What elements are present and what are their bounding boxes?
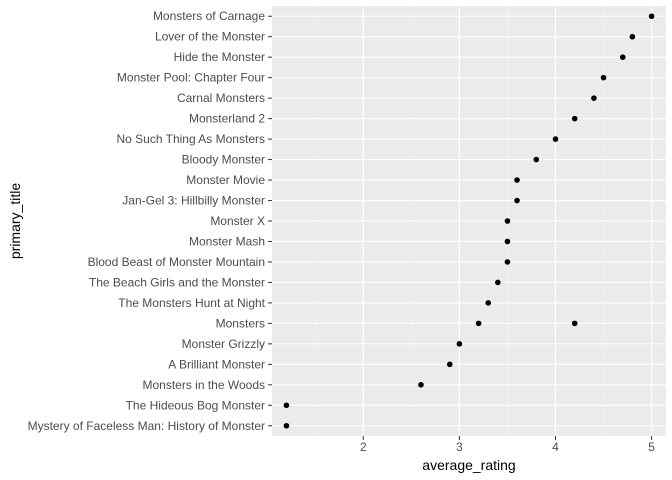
y-tick-label: Blood Beast of Monster Mountain [88, 255, 265, 269]
x-axis: 2 3 4 5 [360, 436, 655, 454]
x-axis-title: average_rating [422, 457, 515, 473]
y-tick-label: Monster Mash [189, 234, 265, 248]
data-point [504, 259, 511, 265]
data-point [591, 95, 597, 101]
y-tick-label: Monsters of Carnage [153, 9, 265, 23]
y-tick-label: Carnal Monsters [177, 91, 265, 105]
y-tick-label: Monster Grizzly [182, 337, 265, 351]
data-point [456, 341, 463, 347]
data-point [504, 238, 511, 245]
data-point [571, 115, 578, 122]
y-axis-title: primary_title [7, 183, 23, 259]
y-tick-label: A Brilliant Monster [168, 357, 265, 371]
y-tick-label: Hide the Monster [174, 50, 265, 64]
data-point [552, 136, 559, 142]
data-point [418, 382, 424, 388]
y-tick-label: Monsterland 2 [189, 112, 265, 126]
y-tick-label: Monsters [216, 316, 265, 330]
data-point [629, 33, 636, 40]
y-tick-label: Bloody Monster [182, 153, 265, 167]
y-tick-label: The Monsters Hunt at Night [118, 296, 265, 310]
y-tick-label: No Such Thing As Monsters [116, 132, 265, 146]
data-point [504, 218, 511, 224]
data-point [533, 156, 540, 163]
x-tick-label: 4 [552, 440, 559, 454]
data-point [485, 300, 492, 306]
data-point [514, 177, 520, 183]
data-points [283, 13, 655, 429]
x-tick-label: 5 [648, 440, 655, 454]
data-point [495, 279, 501, 286]
data-point [619, 54, 626, 60]
x-tick-label: 2 [360, 440, 367, 454]
y-tick-label: Jan-Gel 3: Hillbilly Monster [122, 194, 265, 208]
x-tick-label: 3 [456, 440, 463, 454]
data-point [514, 197, 520, 204]
y-tick-label: Lover of the Monster [155, 30, 265, 44]
data-point [446, 361, 453, 368]
data-point [571, 320, 578, 327]
y-tick-label: Monsters in the Woods [142, 378, 265, 392]
y-tick-label: The Hideous Bog Monster [126, 398, 265, 412]
data-point [283, 402, 290, 409]
major-gridlines [272, 6, 666, 436]
y-tick-label: Monster X [210, 214, 265, 228]
data-point [648, 13, 655, 20]
data-point [283, 422, 290, 429]
y-tick-label: The Beach Girls and the Monster [89, 275, 265, 289]
y-tick-label: Monster Pool: Chapter Four [117, 71, 265, 85]
y-tick-label: Mystery of Faceless Man: History of Mons… [28, 419, 265, 433]
data-point [600, 74, 607, 81]
y-axis: Monsters of Carnage Lover of the Monster H… [28, 9, 272, 433]
data-point [475, 320, 482, 327]
y-tick-label: Monster Movie [186, 173, 265, 187]
